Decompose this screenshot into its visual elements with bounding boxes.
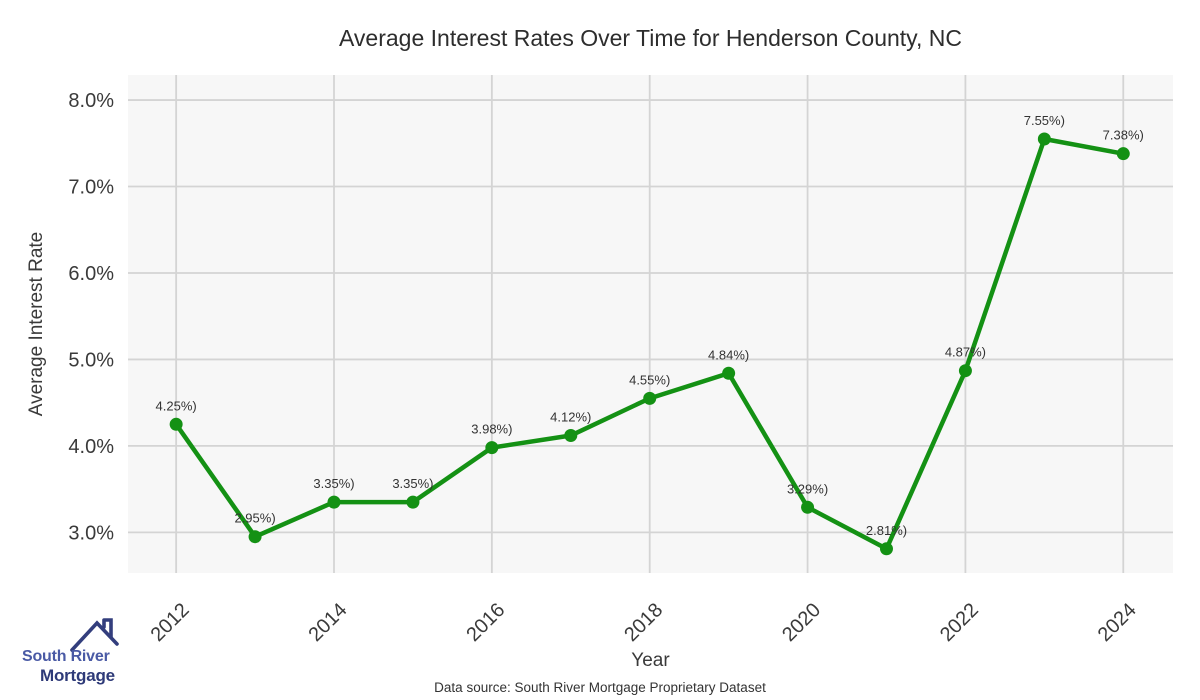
- x-axis-title: Year: [631, 650, 670, 671]
- data-point: [564, 429, 578, 443]
- y-tick-label: 8.0%: [68, 90, 114, 112]
- data-point: [1037, 132, 1051, 146]
- x-tick-label: 2016: [462, 599, 509, 646]
- y-tick-label: 6.0%: [68, 263, 114, 285]
- x-tick-label: 2012: [147, 599, 194, 646]
- data-point: [1116, 147, 1130, 161]
- data-point-label: 4.84%): [708, 347, 749, 362]
- x-tick-label: 2014: [305, 599, 352, 646]
- data-point-label: 2.95%): [234, 511, 275, 526]
- chart-title: Average Interest Rates Over Time for Hen…: [339, 25, 962, 51]
- data-point-label: 3.35%): [313, 476, 354, 491]
- data-point-label: 3.29%): [787, 481, 828, 496]
- data-point-label: 2.81%): [866, 523, 907, 538]
- x-tick-label: 2020: [778, 599, 825, 646]
- data-point-label: 4.12%): [550, 410, 591, 425]
- data-point-label: 3.98%): [471, 422, 512, 437]
- data-point: [879, 542, 893, 556]
- house-roof-icon: [70, 618, 119, 652]
- data-point: [248, 530, 262, 544]
- data-point-label: 4.25%): [156, 398, 197, 413]
- y-tick-label: 5.0%: [68, 349, 114, 371]
- data-point-label: 4.55%): [629, 372, 670, 387]
- data-point: [722, 366, 736, 380]
- x-tick-label: 2024: [1094, 599, 1141, 646]
- data-point: [801, 500, 815, 514]
- y-tick-label: 4.0%: [68, 436, 114, 458]
- logo-text-line1: South River: [22, 648, 110, 665]
- data-point-label: 7.38%): [1103, 128, 1144, 143]
- data-source-note: Data source: South River Mortgage Propri…: [434, 680, 766, 695]
- data-point-label: 4.87%): [945, 345, 986, 360]
- data-point-label: 7.55%): [1024, 113, 1065, 128]
- data-point-label: 3.35%): [392, 476, 433, 491]
- data-point: [406, 495, 420, 509]
- data-point: [485, 441, 499, 455]
- y-tick-label: 7.0%: [68, 177, 114, 199]
- data-point: [169, 417, 183, 431]
- south-river-mortgage-logo: South River Mortgage: [18, 610, 138, 690]
- data-point: [643, 391, 657, 405]
- x-tick-label: 2022: [936, 599, 983, 646]
- x-tick-label: 2018: [620, 599, 667, 646]
- y-tick-label: 3.0%: [68, 522, 114, 544]
- data-point: [958, 364, 972, 378]
- data-point: [327, 495, 341, 509]
- logo-text-line2: Mortgage: [40, 666, 115, 685]
